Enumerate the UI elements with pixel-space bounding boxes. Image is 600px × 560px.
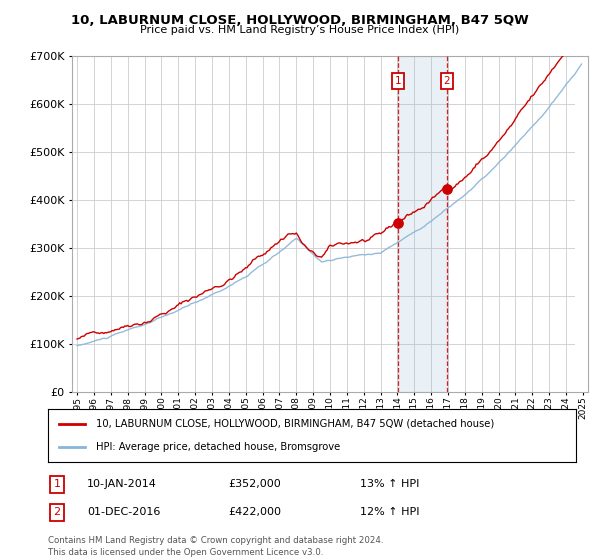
Text: HPI: Average price, detached house, Bromsgrove: HPI: Average price, detached house, Brom… [95,442,340,452]
Text: This data is licensed under the Open Government Licence v3.0.: This data is licensed under the Open Gov… [48,548,323,557]
Text: £422,000: £422,000 [228,507,281,517]
Text: 10, LABURNUM CLOSE, HOLLYWOOD, BIRMINGHAM, B47 5QW: 10, LABURNUM CLOSE, HOLLYWOOD, BIRMINGHA… [71,14,529,27]
Text: 12% ↑ HPI: 12% ↑ HPI [360,507,419,517]
Text: 2: 2 [53,507,61,517]
Text: Contains HM Land Registry data © Crown copyright and database right 2024.: Contains HM Land Registry data © Crown c… [48,536,383,545]
Point [394,218,403,227]
Text: 10, LABURNUM CLOSE, HOLLYWOOD, BIRMINGHAM, B47 5QW (detached house): 10, LABURNUM CLOSE, HOLLYWOOD, BIRMINGHA… [95,419,494,429]
Text: 13% ↑ HPI: 13% ↑ HPI [360,479,419,489]
Text: £352,000: £352,000 [228,479,281,489]
Text: 1: 1 [395,76,401,86]
Point [442,185,451,194]
Bar [575,56,596,392]
Text: 1: 1 [53,479,61,489]
Text: 2: 2 [443,76,450,86]
Bar [398,56,446,392]
Text: 10-JAN-2014: 10-JAN-2014 [87,479,157,489]
Text: 01-DEC-2016: 01-DEC-2016 [87,507,160,517]
Text: Price paid vs. HM Land Registry’s House Price Index (HPI): Price paid vs. HM Land Registry’s House … [140,25,460,35]
